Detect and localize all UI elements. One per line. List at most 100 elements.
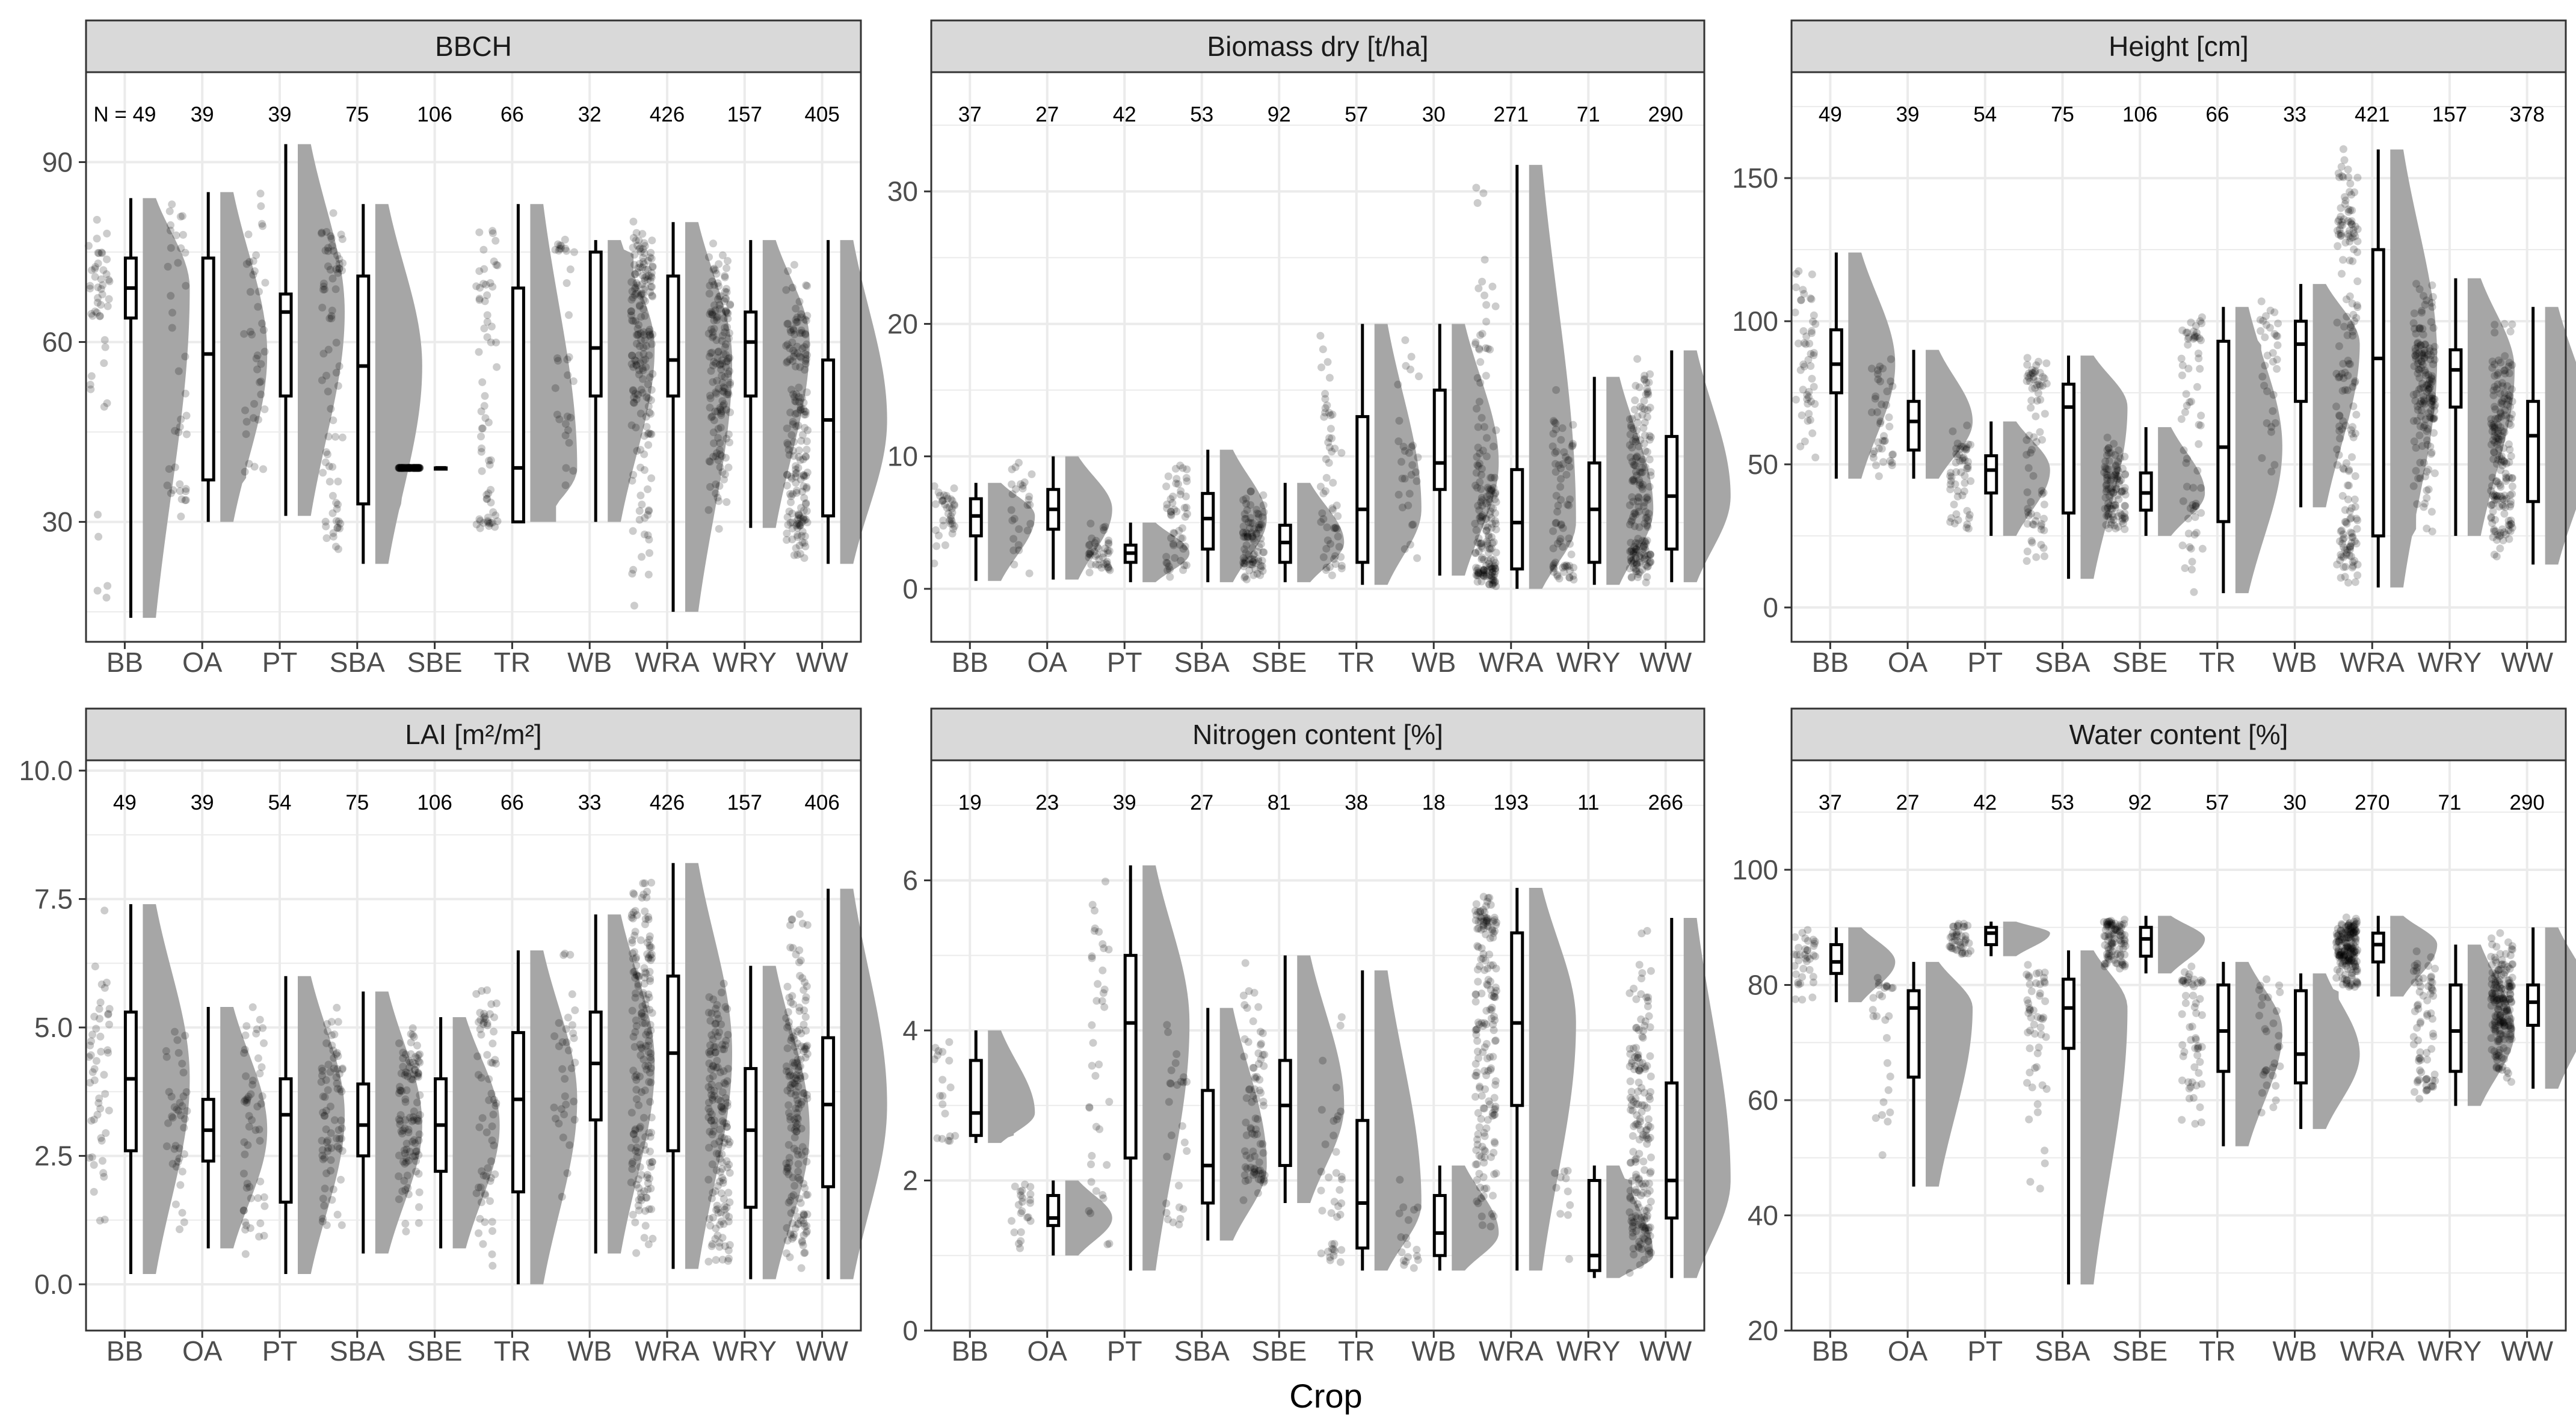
data-point xyxy=(938,1134,946,1143)
data-point xyxy=(801,350,809,358)
data-point xyxy=(1322,455,1330,463)
data-point xyxy=(1106,566,1114,574)
data-point xyxy=(1883,1059,1891,1067)
x-tick-label-bb: BB xyxy=(952,1335,988,1367)
data-point xyxy=(718,387,727,395)
crop-group-wra xyxy=(627,217,732,612)
data-point xyxy=(1249,558,1257,566)
data-point xyxy=(710,439,718,448)
data-point xyxy=(717,365,726,374)
data-point xyxy=(1087,1178,1095,1186)
data-point xyxy=(324,1060,333,1069)
data-point xyxy=(628,476,636,485)
data-point xyxy=(647,248,655,257)
data-point xyxy=(2508,410,2516,419)
data-point xyxy=(1088,954,1096,962)
data-point xyxy=(1166,565,1174,574)
data-point xyxy=(1565,456,1573,464)
data-point xyxy=(2351,472,2359,480)
data-point xyxy=(948,517,956,525)
data-point xyxy=(475,1229,482,1237)
data-point xyxy=(1337,1013,1346,1021)
data-point xyxy=(395,464,404,472)
data-point xyxy=(1567,550,1576,559)
data-point xyxy=(723,264,731,272)
data-point xyxy=(395,1039,403,1047)
data-point xyxy=(1241,533,1249,541)
data-point xyxy=(706,394,715,402)
data-point xyxy=(2333,461,2341,469)
data-point xyxy=(1008,480,1016,488)
x-tick-label-sba: SBA xyxy=(330,647,385,678)
data-point xyxy=(2033,1100,2042,1109)
count-label-wra: 271 xyxy=(1494,103,1529,126)
data-point xyxy=(328,242,336,250)
data-point xyxy=(319,469,327,477)
data-point xyxy=(1481,256,1489,264)
data-point xyxy=(1085,550,1093,558)
data-point xyxy=(785,1018,793,1026)
data-point xyxy=(485,461,494,469)
data-point xyxy=(1557,475,1565,483)
data-point xyxy=(254,1194,262,1202)
data-point xyxy=(2027,396,2036,405)
data-point xyxy=(1473,453,1481,461)
data-point xyxy=(786,355,794,363)
data-point xyxy=(326,1068,334,1076)
data-point xyxy=(784,1008,792,1016)
data-point xyxy=(2121,502,2130,510)
data-point xyxy=(105,1005,114,1013)
data-point xyxy=(2487,513,2495,522)
data-point xyxy=(171,426,179,435)
crop-group-oa xyxy=(1007,456,1112,580)
data-point xyxy=(1245,555,1253,564)
data-point xyxy=(788,338,797,346)
count-label-wb: 33 xyxy=(578,791,602,814)
data-point xyxy=(1179,534,1187,543)
data-point xyxy=(795,393,803,401)
data-point xyxy=(2491,321,2499,329)
violin-sba xyxy=(1219,449,1267,582)
data-point xyxy=(719,388,728,396)
data-point xyxy=(715,282,723,291)
data-point xyxy=(1256,571,1265,579)
data-point xyxy=(571,1006,579,1014)
count-label-oa: 23 xyxy=(1035,791,1059,814)
data-point xyxy=(179,1068,188,1077)
x-tick-label-ww: WW xyxy=(2501,647,2553,678)
data-point xyxy=(638,230,647,238)
data-point xyxy=(630,393,638,401)
data-point xyxy=(2257,327,2265,335)
crop-group-sbe xyxy=(1239,482,1345,583)
data-point xyxy=(407,464,415,472)
data-point xyxy=(2420,503,2428,511)
data-point xyxy=(1167,1066,1176,1074)
data-point xyxy=(1258,562,1266,570)
data-point xyxy=(176,480,184,488)
data-point xyxy=(338,235,347,243)
data-point xyxy=(709,1035,717,1044)
data-point xyxy=(1250,556,1259,564)
data-point xyxy=(636,359,644,368)
x-tick-label-ww: WW xyxy=(796,647,848,678)
data-point xyxy=(565,311,573,319)
data-point xyxy=(1632,1044,1641,1052)
data-point xyxy=(321,1184,329,1193)
data-point xyxy=(705,352,713,361)
data-point xyxy=(493,363,501,371)
data-point xyxy=(180,1124,188,1132)
violin-pt xyxy=(298,144,345,516)
data-point xyxy=(2182,459,2190,467)
data-point xyxy=(644,380,652,389)
data-point xyxy=(1322,566,1330,574)
data-point xyxy=(1250,1169,1259,1177)
data-point xyxy=(707,325,715,333)
data-point xyxy=(724,390,733,399)
data-point xyxy=(2412,444,2420,452)
data-point xyxy=(2267,467,2276,476)
violin-bb xyxy=(143,198,190,618)
data-point xyxy=(2198,544,2207,553)
data-point xyxy=(1477,955,1485,963)
data-point xyxy=(86,381,94,389)
data-point xyxy=(642,342,651,350)
